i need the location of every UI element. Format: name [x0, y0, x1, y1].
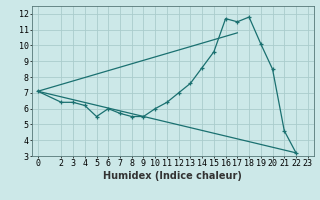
X-axis label: Humidex (Indice chaleur): Humidex (Indice chaleur) [103, 171, 242, 181]
